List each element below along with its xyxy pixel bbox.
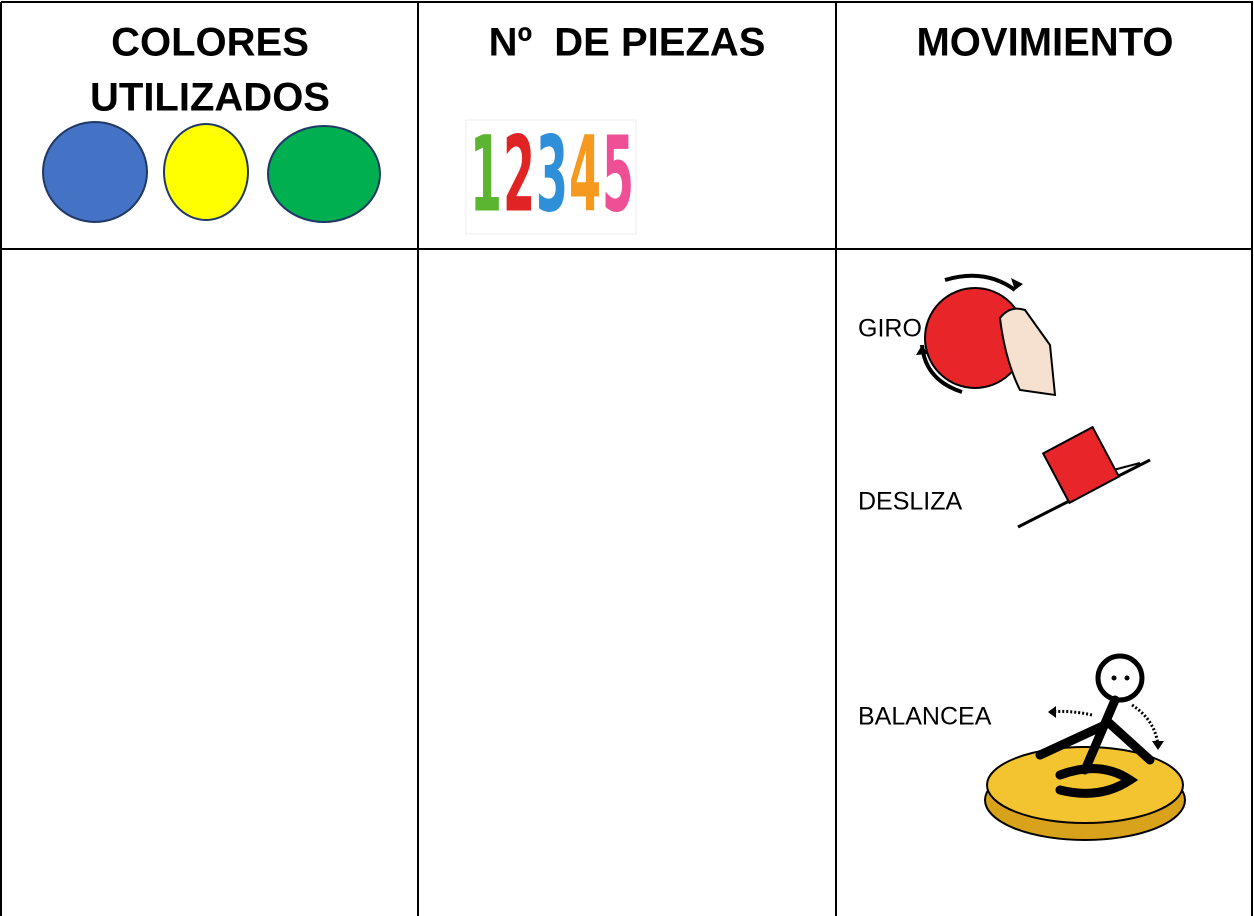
color-circle	[163, 123, 249, 221]
header-text: Nº DE PIEZAS	[489, 21, 766, 65]
header-text: UTILIZADOS	[90, 76, 330, 120]
digits-image	[465, 119, 637, 235]
movement-label: GIRO	[858, 315, 922, 343]
slide-icon	[1017, 425, 1151, 529]
digit: 3	[536, 113, 568, 235]
balance-icon	[984, 653, 1186, 841]
digit: 2	[503, 113, 535, 235]
movement-label: BALANCEA	[858, 703, 992, 731]
color-circle	[42, 121, 148, 223]
digit: 5	[602, 113, 634, 235]
header-text: COLORES	[111, 21, 309, 65]
digit: 1	[470, 113, 502, 235]
movement-label: DESLIZA	[858, 488, 963, 516]
digit: 4	[569, 113, 601, 235]
color-circle	[267, 125, 381, 223]
spin-icon	[916, 273, 1057, 397]
header-text: MOVIMIENTO	[916, 21, 1173, 65]
